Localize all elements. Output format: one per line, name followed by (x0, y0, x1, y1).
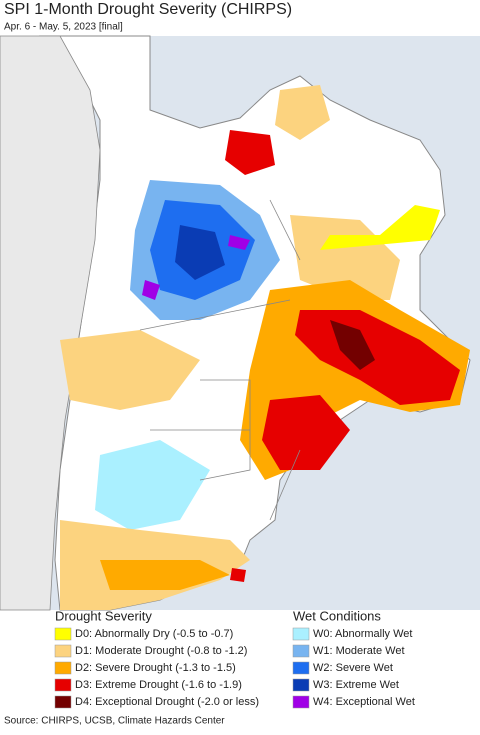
area-d0 (320, 205, 440, 250)
legend-swatch (54, 661, 72, 675)
legend-label: W0: Abnormally Wet (313, 628, 412, 640)
legend-label: D0: Abnormally Dry (-0.5 to -0.7) (75, 628, 233, 640)
legend-swatch (292, 661, 310, 675)
legend-swatch (54, 627, 72, 641)
area-d2 (100, 560, 230, 590)
legend-label: D2: Severe Drought (-1.3 to -1.5) (75, 662, 236, 674)
area-w3 (175, 225, 225, 280)
province-border (139, 199, 301, 521)
legend-heading: Drought Severity (55, 608, 152, 623)
legend-label: W3: Extreme Wet (313, 679, 399, 691)
legend-swatch (292, 627, 310, 641)
legend-label: D1: Moderate Drought (-0.8 to -1.2) (75, 645, 247, 657)
subtitle: Apr. 6 - May. 5, 2023 [final] (4, 22, 123, 33)
legend-heading: Wet Conditions (293, 608, 381, 623)
legend-swatch (292, 644, 310, 658)
legend-swatch (292, 695, 310, 709)
legend-label: D4: Exceptional Drought (-2.0 or less) (75, 696, 259, 708)
legend-swatch (292, 678, 310, 692)
area-d4 (330, 320, 375, 370)
area-w0 (95, 440, 210, 530)
legend-label: W4: Exceptional Wet (313, 696, 415, 708)
chile (0, 35, 101, 611)
area-d3 (225, 130, 275, 175)
title: SPI 1-Month Drought Severity (CHIRPS) (4, 1, 292, 18)
area-d3 (262, 310, 460, 470)
legend-label: D3: Extreme Drought (-1.6 to -1.9) (75, 679, 242, 691)
legend-label: W2: Severe Wet (313, 662, 393, 674)
map (0, 35, 480, 611)
legend-swatch (54, 678, 72, 692)
area-d1 (60, 330, 200, 410)
legend: D0: Abnormally Dry (-0.5 to -0.7) D1: Mod… (54, 627, 415, 709)
province-border (199, 379, 251, 481)
area-d1 (275, 85, 330, 140)
source: Source: CHIRPS, UCSB, Climate Hazards Ce… (4, 716, 225, 727)
area-d3 (230, 568, 246, 582)
legend-swatch (54, 644, 72, 658)
legend-label: W1: Moderate Wet (313, 645, 405, 657)
legend-swatch (54, 695, 72, 709)
